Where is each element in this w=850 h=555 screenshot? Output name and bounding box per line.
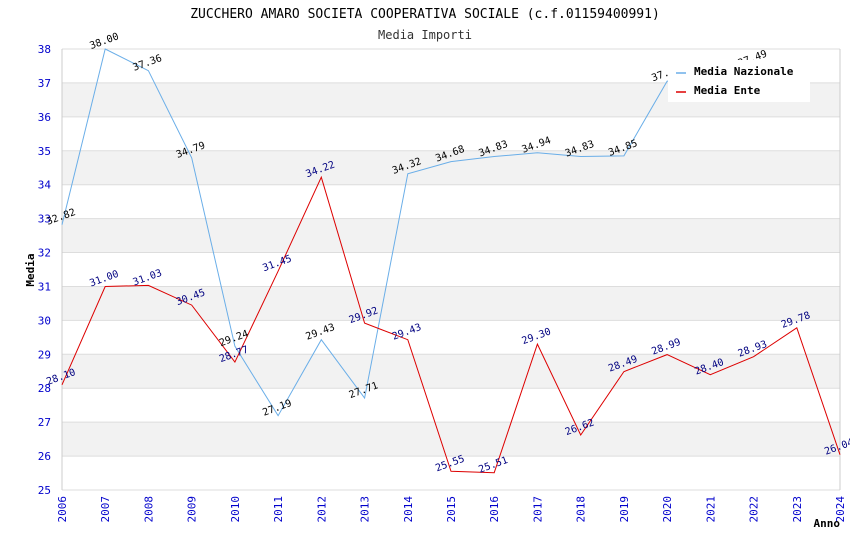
x-tick-2010: 2010 — [229, 496, 242, 523]
x-tick-2009: 2009 — [186, 496, 199, 523]
y-tick-28: 28 — [38, 382, 51, 395]
band-28 — [62, 354, 840, 389]
x-tick-2006: 2006 — [56, 496, 69, 523]
x-axis-ticks: 2006 2007 2008 2009 2010 2011 2012 2013 2014 2015… — [56, 496, 847, 523]
y-tick-37: 37 — [38, 77, 51, 90]
x-tick-2021: 2021 — [704, 496, 717, 523]
y-tick-32: 32 — [38, 247, 51, 260]
band-32 — [62, 218, 840, 253]
series-line-media-ente — [61, 175, 841, 474]
y-axis-label: Media — [24, 253, 37, 286]
y-tick-26: 26 — [38, 450, 51, 463]
chart-subtitle: Media Importi — [378, 28, 472, 42]
x-tick-2016: 2016 — [488, 496, 501, 523]
legend-box — [668, 60, 810, 102]
y-tick-33: 33 — [38, 213, 51, 226]
x-tick-2013: 2013 — [359, 496, 372, 523]
legend-label-media-nazionale: Media Nazionale — [694, 65, 794, 78]
y-tick-36: 36 — [38, 111, 51, 124]
y-tick-38: 38 — [38, 43, 51, 56]
x-tick-2022: 2022 — [748, 496, 761, 523]
y-tick-35: 35 — [38, 145, 51, 158]
x-tick-2019: 2019 — [618, 496, 631, 523]
data-label-media-nazionale-2011: 27.19 — [261, 398, 293, 419]
x-tick-2008: 2008 — [142, 496, 155, 523]
y-tick-29: 29 — [38, 348, 51, 361]
x-tick-2024: 2024 — [834, 496, 847, 523]
y-tick-27: 27 — [38, 416, 51, 429]
data-label-media-ente-2011: 31.45 — [261, 254, 293, 275]
x-tick-2014: 2014 — [402, 496, 415, 523]
data-label-media-ente-2017: 29.30 — [521, 326, 553, 347]
x-tick-2020: 2020 — [661, 496, 674, 523]
band-34 — [62, 150, 840, 185]
series-lines — [61, 48, 841, 474]
y-tick-34: 34 — [38, 179, 52, 192]
chart-title: ZUCCHERO AMARO SOCIETA COOPERATIVA SOCIA… — [190, 7, 660, 22]
background-bands — [62, 82, 840, 457]
y-tick-31: 31 — [38, 280, 51, 293]
series-line-media-nazionale — [61, 48, 754, 417]
data-label-media-nazionale-2012: 29.43 — [304, 322, 336, 343]
x-tick-2012: 2012 — [315, 496, 328, 523]
band-26 — [62, 422, 840, 457]
x-tick-2023: 2023 — [791, 496, 804, 523]
x-tick-2017: 2017 — [531, 496, 544, 523]
y-axis-ticks: 25 26 27 28 29 30 31 32 33 34 35 36 37 38 — [38, 43, 52, 497]
y-tick-30: 30 — [38, 314, 51, 327]
x-tick-2015: 2015 — [445, 496, 458, 523]
x-tick-2007: 2007 — [99, 496, 112, 523]
legend: Media Nazionale Media Ente — [668, 60, 810, 102]
x-tick-2018: 2018 — [575, 496, 588, 523]
x-tick-2011: 2011 — [272, 496, 285, 523]
legend-label-media-ente: Media Ente — [694, 84, 761, 97]
y-tick-25: 25 — [38, 484, 51, 497]
x-axis-label: Anno — [814, 517, 841, 530]
band-30 — [62, 286, 840, 321]
